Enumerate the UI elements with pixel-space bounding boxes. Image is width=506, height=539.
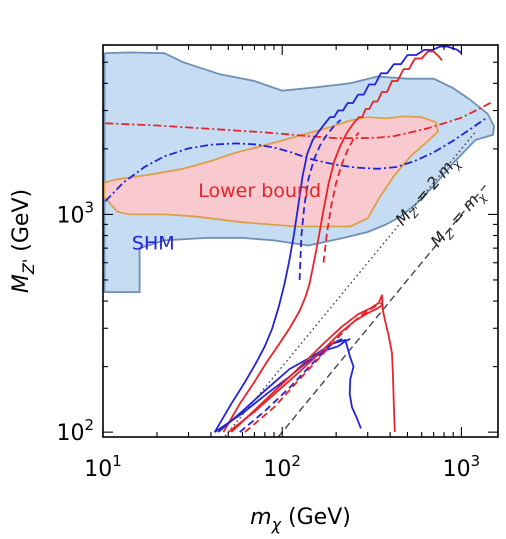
series-line-8 — [214, 338, 351, 433]
diagonal-line-1 — [224, 131, 477, 437]
x-axis-title: mχ (GeV) — [250, 505, 351, 534]
series-line-10 — [227, 300, 384, 433]
series-line-1 — [105, 100, 494, 140]
axis-titles: mχ (GeV) MZ' (GeV) — [9, 189, 351, 534]
y-tick-label: 103 — [56, 198, 94, 228]
series-line-4 — [222, 50, 443, 433]
y-tick-label: 102 — [56, 416, 94, 446]
axis-ticks — [102, 44, 498, 437]
x-tick-label: 102 — [263, 452, 301, 482]
regions — [103, 51, 495, 293]
series-line-2 — [104, 116, 489, 202]
plot-frame — [102, 44, 499, 438]
series-line-5 — [298, 119, 342, 281]
series-lines — [104, 45, 494, 433]
x-tick-label: 101 — [84, 452, 122, 482]
annotation-lower-bound: Lower bound — [198, 180, 321, 202]
diagonal-label-2: MZ' = mχ — [427, 185, 490, 253]
diagonal-lines — [224, 131, 489, 437]
annotation-shm: SHM — [132, 233, 175, 255]
region-lower-bound — [103, 115, 439, 228]
series-line-12 — [244, 302, 382, 433]
y-axis-title: MZ' (GeV) — [9, 189, 38, 293]
series-line-3 — [213, 45, 462, 433]
tick-labels: 101 102 103 102 103 — [56, 198, 480, 482]
series-line-9 — [230, 294, 396, 433]
series-line-11 — [239, 337, 344, 433]
series-line-6 — [322, 131, 360, 263]
series-line-7 — [217, 339, 362, 433]
x-tick-label: 103 — [443, 452, 481, 482]
